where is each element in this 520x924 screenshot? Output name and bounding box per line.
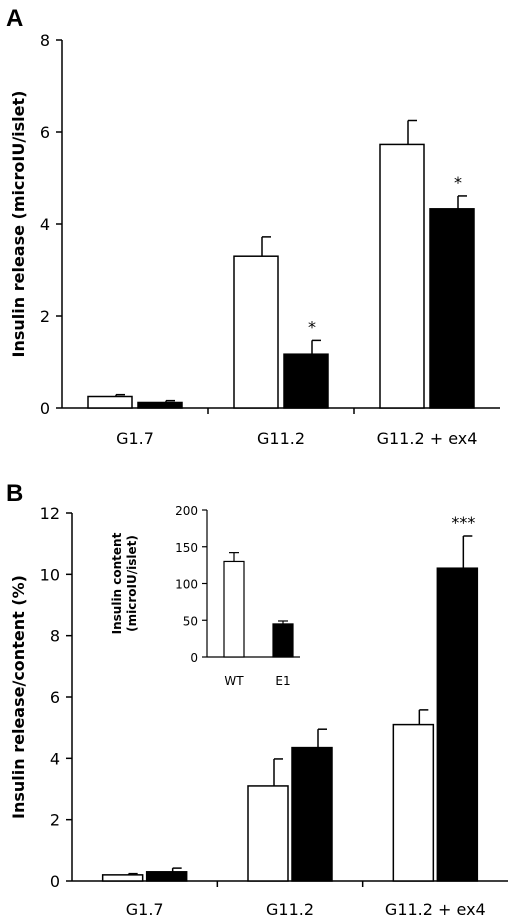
significance-marker: *	[308, 317, 316, 336]
chart-panel-b: 0 2 4 6 8 10 12 Insulin release/content (%) G1.7…	[9, 504, 508, 919]
y-tick-label: 2	[50, 811, 60, 830]
panel-b-label: B	[6, 480, 23, 507]
bar-filled	[137, 401, 183, 409]
x-category-label: G1.7	[116, 429, 154, 448]
bar-open	[87, 395, 133, 409]
y-tick-label: 0	[50, 872, 60, 891]
bar-filled	[436, 567, 479, 882]
inset-bar-open	[223, 560, 245, 658]
inset-bar-filled	[272, 623, 294, 658]
inset-x-category-label: E1	[275, 674, 290, 688]
inset-y-axis-label: Insulin content(microIU/islet)	[110, 532, 139, 634]
inset-y-tick-label: 100	[175, 578, 198, 592]
significance-marker: *	[454, 173, 462, 192]
y-tick-label: 2	[40, 307, 50, 326]
inset-y-tick-label: 0	[190, 651, 198, 665]
chart-panel-b-inset: 0 50 100 150 200 Insulin content(microIU/isle…	[110, 504, 300, 688]
panel-a-label: A	[6, 5, 23, 32]
y-axis-label: Insulin release/content (%)	[9, 575, 28, 819]
bar-filled	[291, 746, 333, 882]
y-axis-label: Insulin release (microIU/islet)	[9, 91, 28, 358]
y-tick-label: 4	[40, 215, 50, 234]
x-category-label: G11.2 + ex4	[385, 900, 486, 919]
bar-open	[101, 874, 144, 882]
x-category-label: G11.2	[266, 900, 314, 919]
y-tick-label: 6	[40, 123, 50, 142]
significance-marker: ***	[451, 513, 475, 532]
inset-y-tick-label: 50	[183, 614, 198, 628]
y-tick-label: 4	[50, 749, 60, 768]
bar-open	[379, 143, 425, 409]
inset-x-category-label: WT	[224, 674, 244, 688]
y-tick-label: 6	[50, 688, 60, 707]
bar-open	[392, 723, 435, 882]
inset-y-tick-label: 150	[175, 541, 198, 555]
chart-panel-a: 0 2 4 6 8 Insulin release (microIU/islet) G1.7…	[9, 31, 500, 448]
y-tick-label: 8	[40, 31, 50, 50]
x-category-label: G11.2	[257, 429, 305, 448]
y-tick-label: 8	[50, 627, 60, 646]
bar-open	[233, 255, 279, 409]
inset-y-tick-label: 200	[175, 504, 198, 518]
y-tick-label: 12	[40, 504, 60, 523]
y-tick-label: 0	[40, 399, 50, 418]
bar-open	[247, 785, 289, 882]
x-category-label: G1.7	[126, 900, 164, 919]
y-tick-label: 10	[40, 565, 60, 584]
bar-filled	[145, 871, 188, 882]
bar-filled	[283, 353, 329, 409]
bar-filled	[429, 208, 475, 409]
x-category-label: G11.2 + ex4	[377, 429, 478, 448]
